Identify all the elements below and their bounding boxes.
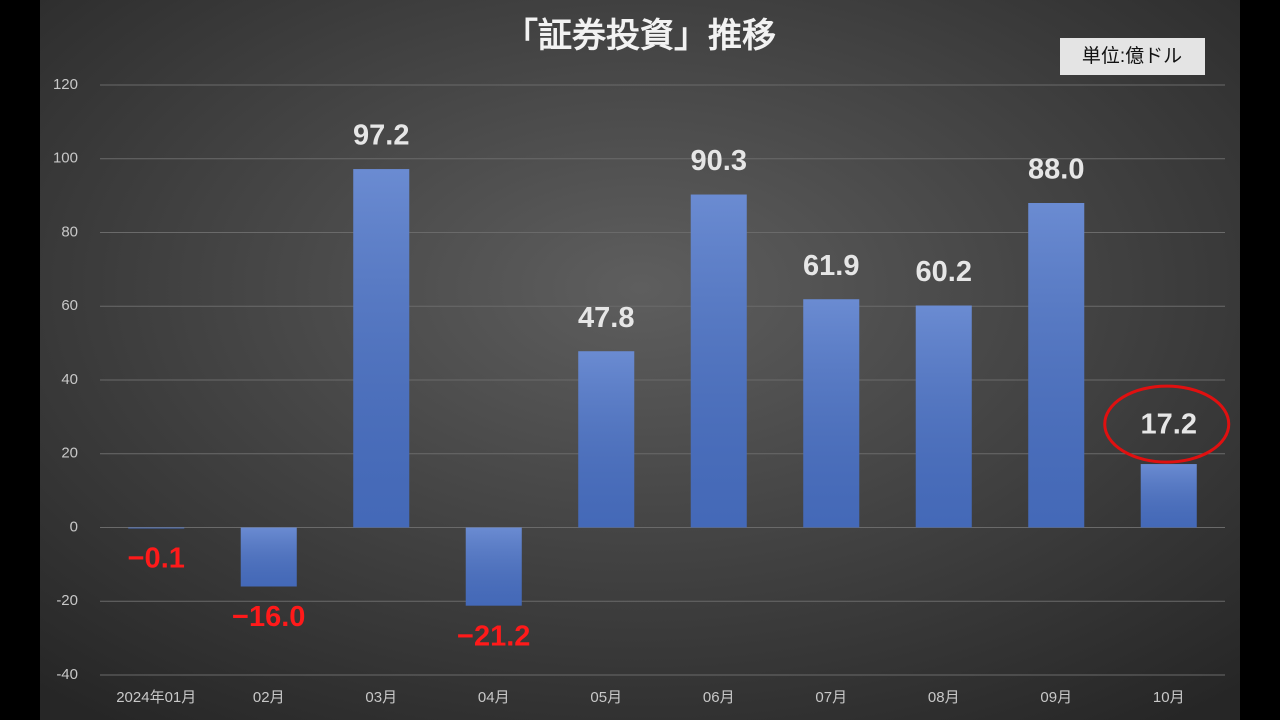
x-tick-label: 09月 xyxy=(1040,689,1072,706)
y-tick-label: 80 xyxy=(61,223,78,240)
y-tick-label: 0 xyxy=(70,518,78,535)
x-tick-label: 2024年01月 xyxy=(116,689,196,706)
x-tick-label: 07月 xyxy=(815,689,847,706)
value-label: 88.0 xyxy=(1028,154,1084,186)
x-tick-label: 03月 xyxy=(365,689,397,706)
y-tick-label: 20 xyxy=(61,445,78,462)
x-tick-label: 06月 xyxy=(703,689,735,706)
y-tick-label: -40 xyxy=(56,666,78,683)
x-tick-label: 02月 xyxy=(253,689,285,706)
x-tick-label: 04月 xyxy=(478,689,510,706)
bar-shade xyxy=(240,527,297,587)
value-label: −21.2 xyxy=(457,620,530,652)
x-tick-label: 05月 xyxy=(590,689,622,706)
value-label: −0.1 xyxy=(128,543,185,575)
bar-shade xyxy=(803,299,860,528)
value-label: 47.8 xyxy=(578,302,634,334)
value-label: 90.3 xyxy=(691,145,747,177)
y-tick-label: 120 xyxy=(53,76,78,93)
bar-shade xyxy=(1140,464,1197,528)
bar-shade xyxy=(578,351,635,528)
value-label: 61.9 xyxy=(803,250,859,282)
value-label: 60.2 xyxy=(916,256,972,288)
y-tick-label: 60 xyxy=(61,297,78,314)
y-tick-label: -20 xyxy=(56,592,78,609)
x-tick-label: 10月 xyxy=(1153,689,1185,706)
value-label: 97.2 xyxy=(353,120,409,152)
value-label: 17.2 xyxy=(1141,409,1197,441)
value-label: −16.0 xyxy=(232,601,305,633)
chart-title: 「証券投資」推移 xyxy=(504,17,776,55)
bar-shade xyxy=(690,194,747,528)
bar-shade xyxy=(915,305,972,528)
x-tick-label: 08月 xyxy=(928,689,960,706)
bar-shade xyxy=(353,169,410,528)
unit-box xyxy=(1060,38,1205,75)
highlight-ellipse xyxy=(1103,384,1231,464)
y-tick-label: 40 xyxy=(61,371,78,388)
bar-shade xyxy=(1028,203,1085,528)
y-tick-label: 100 xyxy=(53,150,78,167)
unit-label: 単位:億ドル xyxy=(1082,45,1182,67)
bar-shade xyxy=(128,527,185,529)
bar-shade xyxy=(465,527,522,606)
